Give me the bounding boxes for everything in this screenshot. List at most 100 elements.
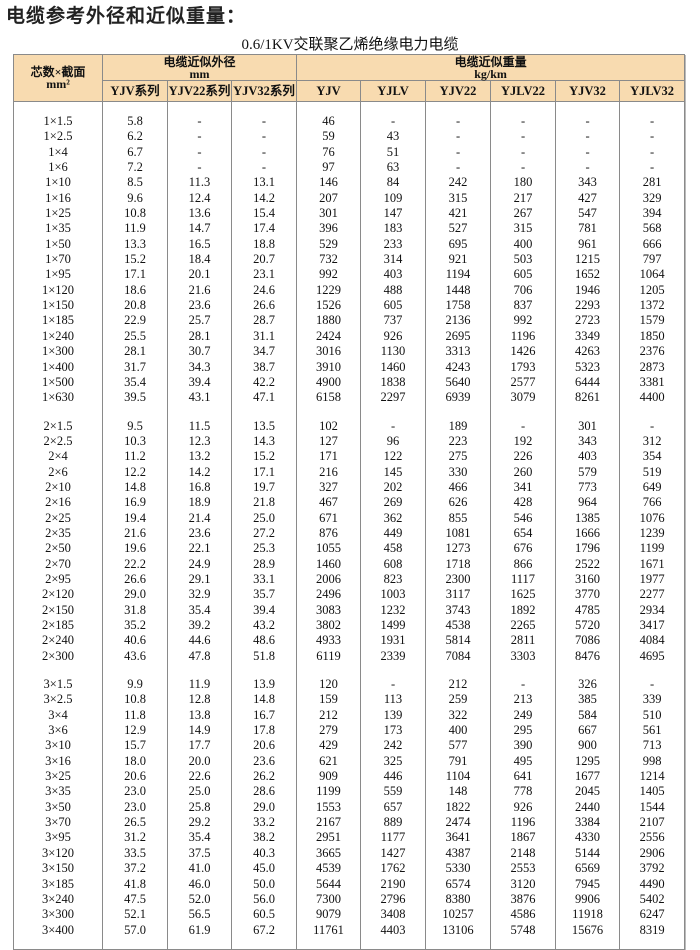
value-cell: 40.6 bbox=[102, 633, 168, 649]
value-cell: 626 bbox=[425, 495, 492, 511]
value-cell: 216 bbox=[296, 464, 362, 480]
value-cell: 605 bbox=[490, 267, 557, 283]
value-cell: 1196 bbox=[490, 815, 557, 831]
table-row: 3×300 52.1 56.5 60.5 9079 3408 10257 4586 11918 6… bbox=[13, 907, 686, 923]
spec-cell: 2×25 bbox=[13, 510, 103, 526]
spacer-cell bbox=[102, 405, 168, 419]
value-cell: 400 bbox=[425, 723, 492, 739]
value-cell: 57.0 bbox=[102, 922, 168, 938]
value-cell: 52.1 bbox=[102, 907, 168, 923]
value-cell: 5720 bbox=[555, 618, 621, 634]
value-cell: 5640 bbox=[425, 374, 492, 391]
spec-cell: 1×35 bbox=[13, 221, 103, 237]
table-row: 3×6 12.9 14.9 17.8 279 173 400 295 667 561 bbox=[13, 723, 686, 739]
value-cell: 11.3 bbox=[167, 175, 232, 191]
value-cell: 6.2 bbox=[102, 129, 168, 145]
value-cell: 35.4 bbox=[102, 374, 168, 391]
value-cell: 926 bbox=[490, 799, 557, 816]
value-cell: 23.1 bbox=[230, 267, 298, 283]
value-cell: - bbox=[619, 418, 686, 434]
value-cell: 21.4 bbox=[167, 510, 232, 526]
value-cell: 510 bbox=[619, 707, 686, 724]
spacer-row bbox=[13, 405, 686, 419]
value-cell: 120 bbox=[296, 677, 362, 693]
value-cell: 6574 bbox=[425, 876, 492, 892]
value-cell: 43.1 bbox=[167, 390, 232, 406]
value-cell: 889 bbox=[360, 815, 427, 831]
value-cell: 43 bbox=[360, 129, 427, 145]
spacer-cell bbox=[230, 405, 298, 419]
spacer-cell bbox=[167, 405, 232, 419]
spec-cell: 1×6 bbox=[13, 160, 103, 176]
value-cell: 13.1 bbox=[230, 175, 298, 191]
value-cell: 1544 bbox=[619, 799, 686, 816]
value-cell: 503 bbox=[490, 252, 557, 268]
table-row: 1×500 35.4 39.4 42.2 4900 1838 5640 2577 6444 338… bbox=[13, 374, 686, 391]
value-cell: 9.6 bbox=[102, 190, 168, 207]
value-cell: 1273 bbox=[425, 541, 492, 557]
spec-cell: 2×120 bbox=[13, 587, 103, 603]
value-cell: 343 bbox=[555, 175, 621, 191]
value-cell: 21.8 bbox=[230, 495, 298, 511]
value-cell: 3408 bbox=[360, 907, 427, 923]
value-cell: - bbox=[360, 114, 427, 130]
value-cell: 4586 bbox=[490, 907, 557, 923]
value-cell: - bbox=[230, 114, 298, 130]
value-cell: 7300 bbox=[296, 891, 362, 908]
value-cell: 50.0 bbox=[230, 876, 298, 892]
table-row: 3×400 57.0 61.9 67.2 11761 4403 13106 5748 15676… bbox=[13, 922, 686, 938]
table-row: 2×10 14.8 16.8 19.7 327 202 466 341 773 649 bbox=[13, 479, 686, 496]
value-cell: 31.1 bbox=[230, 328, 298, 345]
spacer-row bbox=[13, 101, 686, 114]
value-cell: 400 bbox=[490, 236, 557, 253]
value-cell: 145 bbox=[360, 464, 427, 480]
value-cell: 403 bbox=[360, 267, 427, 283]
value-cell: 3665 bbox=[296, 845, 362, 862]
value-cell: 4900 bbox=[296, 374, 362, 391]
value-cell: - bbox=[167, 129, 232, 145]
value-cell: 671 bbox=[296, 510, 362, 526]
value-cell: - bbox=[230, 129, 298, 145]
spec-cell: 2×16 bbox=[13, 495, 103, 511]
value-cell: 1081 bbox=[425, 525, 492, 542]
value-cell: 339 bbox=[619, 692, 686, 708]
value-cell: 18.0 bbox=[102, 753, 168, 770]
value-cell: 343 bbox=[555, 433, 621, 450]
value-cell: 9906 bbox=[555, 891, 621, 908]
value-cell: 23.6 bbox=[167, 525, 232, 542]
value-cell: 13.8 bbox=[167, 707, 232, 724]
value-cell: 467 bbox=[296, 495, 362, 511]
table-row: 3×35 23.0 25.0 28.6 1199 559 148 778 2045 1405 bbox=[13, 784, 686, 800]
value-cell: 19.6 bbox=[102, 541, 168, 557]
value-cell: 1867 bbox=[490, 830, 557, 846]
value-cell: 6.7 bbox=[102, 144, 168, 161]
value-cell: 18.4 bbox=[167, 252, 232, 268]
value-cell: 791 bbox=[425, 753, 492, 770]
value-cell: 2553 bbox=[490, 861, 557, 877]
value-cell: 61.9 bbox=[167, 922, 232, 938]
spec-cell: 2×300 bbox=[13, 648, 103, 665]
value-cell: 2695 bbox=[425, 328, 492, 345]
value-cell: 1199 bbox=[619, 541, 686, 557]
value-cell: - bbox=[619, 114, 686, 130]
value-cell: 23.6 bbox=[167, 298, 232, 314]
value-cell: 63 bbox=[360, 160, 427, 176]
table-row: 3×2.5 10.8 12.8 14.8 159 113 259 213 385 339 bbox=[13, 692, 686, 708]
value-cell: 3743 bbox=[425, 602, 492, 618]
table-row: 1×120 18.6 21.6 24.6 1229 488 1448 706 1946 1205 bbox=[13, 282, 686, 299]
value-cell: 17.7 bbox=[167, 738, 232, 754]
table-row: 3×16 18.0 20.0 23.6 621 325 791 495 1295 998 bbox=[13, 753, 686, 770]
spec-cell: 3×16 bbox=[13, 753, 103, 770]
value-cell: 866 bbox=[490, 556, 557, 572]
value-cell: 13.3 bbox=[102, 236, 168, 253]
value-cell: - bbox=[555, 144, 621, 161]
value-cell: 281 bbox=[619, 175, 686, 191]
value-cell: 260 bbox=[490, 464, 557, 480]
value-cell: 8261 bbox=[555, 390, 621, 406]
value-cell: 18.8 bbox=[230, 236, 298, 253]
value-cell: - bbox=[490, 160, 557, 176]
spec-cell: 2×70 bbox=[13, 556, 103, 572]
value-cell: 34.7 bbox=[230, 344, 298, 360]
spec-cell: 2×1.5 bbox=[13, 418, 103, 434]
value-cell: 568 bbox=[619, 221, 686, 237]
